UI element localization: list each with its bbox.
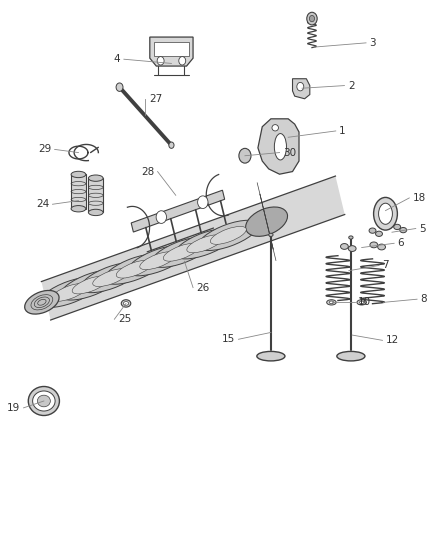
Ellipse shape <box>25 290 59 314</box>
Ellipse shape <box>128 246 188 276</box>
Text: 3: 3 <box>370 38 376 48</box>
Ellipse shape <box>360 301 364 304</box>
Text: 2: 2 <box>348 80 354 91</box>
Bar <box>154 42 189 55</box>
Ellipse shape <box>349 236 353 239</box>
Ellipse shape <box>187 235 223 253</box>
Text: 27: 27 <box>149 94 162 104</box>
Ellipse shape <box>71 171 86 177</box>
Circle shape <box>156 211 166 223</box>
Ellipse shape <box>140 252 176 270</box>
Ellipse shape <box>374 197 397 230</box>
Ellipse shape <box>151 237 211 268</box>
Text: 10: 10 <box>358 297 371 308</box>
Circle shape <box>239 148 251 163</box>
Ellipse shape <box>400 228 406 233</box>
Ellipse shape <box>210 227 246 244</box>
Ellipse shape <box>52 284 88 301</box>
Ellipse shape <box>274 134 286 160</box>
Ellipse shape <box>32 391 55 411</box>
Ellipse shape <box>198 220 258 251</box>
Ellipse shape <box>337 351 365 361</box>
Circle shape <box>116 83 123 91</box>
Circle shape <box>179 56 186 65</box>
Ellipse shape <box>121 300 131 307</box>
Polygon shape <box>293 79 310 99</box>
Polygon shape <box>41 176 345 320</box>
Ellipse shape <box>71 206 86 212</box>
Ellipse shape <box>327 300 336 305</box>
Ellipse shape <box>39 277 99 308</box>
Ellipse shape <box>163 244 199 261</box>
Polygon shape <box>258 119 299 174</box>
Ellipse shape <box>104 254 164 284</box>
Text: 1: 1 <box>339 126 346 136</box>
Text: 12: 12 <box>386 335 399 345</box>
Bar <box>71 174 86 209</box>
Ellipse shape <box>378 244 385 250</box>
Ellipse shape <box>116 260 152 278</box>
Ellipse shape <box>37 395 50 407</box>
Ellipse shape <box>72 276 108 294</box>
Ellipse shape <box>257 351 285 361</box>
Ellipse shape <box>88 175 103 181</box>
Ellipse shape <box>329 301 334 304</box>
Ellipse shape <box>369 228 376 233</box>
Text: 15: 15 <box>222 334 235 344</box>
Ellipse shape <box>28 386 60 416</box>
Ellipse shape <box>394 224 401 230</box>
Text: 30: 30 <box>283 148 296 158</box>
Ellipse shape <box>175 229 235 259</box>
Polygon shape <box>131 190 225 232</box>
Ellipse shape <box>269 233 273 237</box>
Ellipse shape <box>340 244 348 249</box>
Text: 28: 28 <box>141 166 154 176</box>
Ellipse shape <box>378 203 392 224</box>
Ellipse shape <box>370 242 378 248</box>
Polygon shape <box>150 37 193 66</box>
Ellipse shape <box>88 209 103 216</box>
Bar <box>88 178 103 213</box>
Ellipse shape <box>246 207 287 236</box>
Ellipse shape <box>357 300 367 305</box>
Text: 5: 5 <box>419 223 426 233</box>
Text: 29: 29 <box>38 144 51 155</box>
Ellipse shape <box>124 302 129 305</box>
Circle shape <box>309 15 314 22</box>
Circle shape <box>169 142 174 148</box>
Circle shape <box>198 196 208 208</box>
Circle shape <box>307 12 317 25</box>
Ellipse shape <box>272 125 279 131</box>
Ellipse shape <box>81 262 141 293</box>
Ellipse shape <box>348 246 356 252</box>
Circle shape <box>297 83 304 91</box>
Text: 25: 25 <box>118 314 131 324</box>
Text: 18: 18 <box>413 193 426 203</box>
Ellipse shape <box>60 270 120 300</box>
Text: 19: 19 <box>7 403 20 413</box>
Text: 8: 8 <box>420 294 427 304</box>
Circle shape <box>157 56 164 65</box>
Text: 6: 6 <box>398 238 404 248</box>
Text: 7: 7 <box>382 261 389 270</box>
Text: 26: 26 <box>197 282 210 293</box>
Ellipse shape <box>93 269 129 287</box>
Ellipse shape <box>375 231 382 237</box>
Text: 4: 4 <box>114 54 120 64</box>
Text: 24: 24 <box>36 199 49 209</box>
